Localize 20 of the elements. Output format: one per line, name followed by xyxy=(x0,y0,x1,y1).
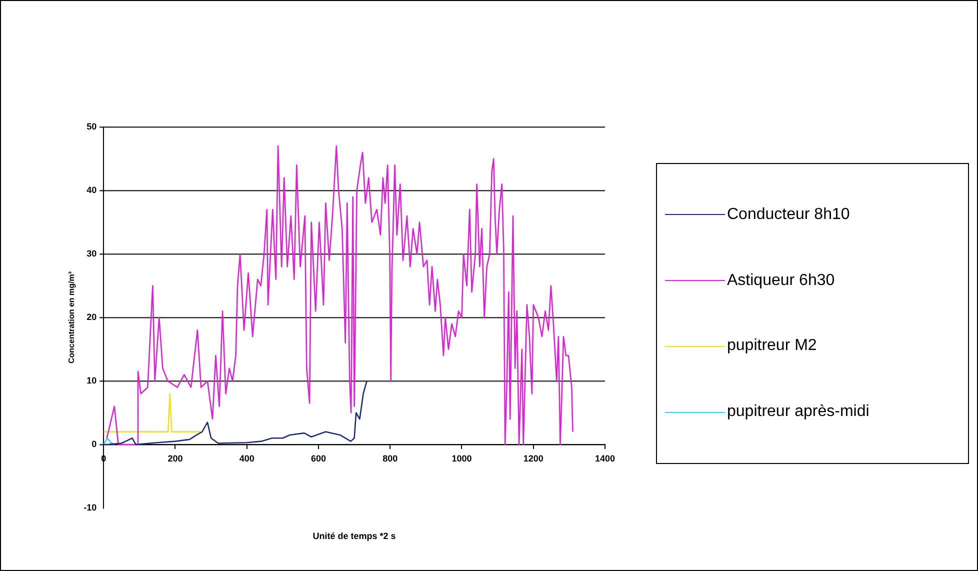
x-tick-label: 1000 xyxy=(452,453,472,464)
legend-label: pupitreur après-midi xyxy=(727,403,870,422)
y-tick-label: -10 xyxy=(84,502,97,512)
legend-label: pupitreur M2 xyxy=(727,337,817,356)
x-tick-label: 800 xyxy=(382,453,398,464)
y-tick-label: 10 xyxy=(86,375,97,386)
legend-label: Astiqueur 6h30 xyxy=(727,272,835,290)
x-axis-title: Unité de temps *2 s xyxy=(312,531,396,542)
x-tick-label: 600 xyxy=(310,453,326,464)
y-tick-label: 50 xyxy=(86,121,97,132)
x-tick-label: 1400 xyxy=(594,453,616,464)
legend-label: Conducteur 8h10 xyxy=(727,206,850,224)
y-tick-label: 40 xyxy=(86,184,97,195)
y-tick-label: 30 xyxy=(86,248,97,258)
y-tick-label: 0 xyxy=(92,438,97,449)
x-tick-label: 200 xyxy=(168,453,183,464)
y-tick-label: 20 xyxy=(86,312,97,322)
x-tick-label: 400 xyxy=(239,453,254,464)
x-tick-label: 1200 xyxy=(523,453,544,464)
y-axis-title: Concentration en mg/m³ xyxy=(67,271,76,364)
